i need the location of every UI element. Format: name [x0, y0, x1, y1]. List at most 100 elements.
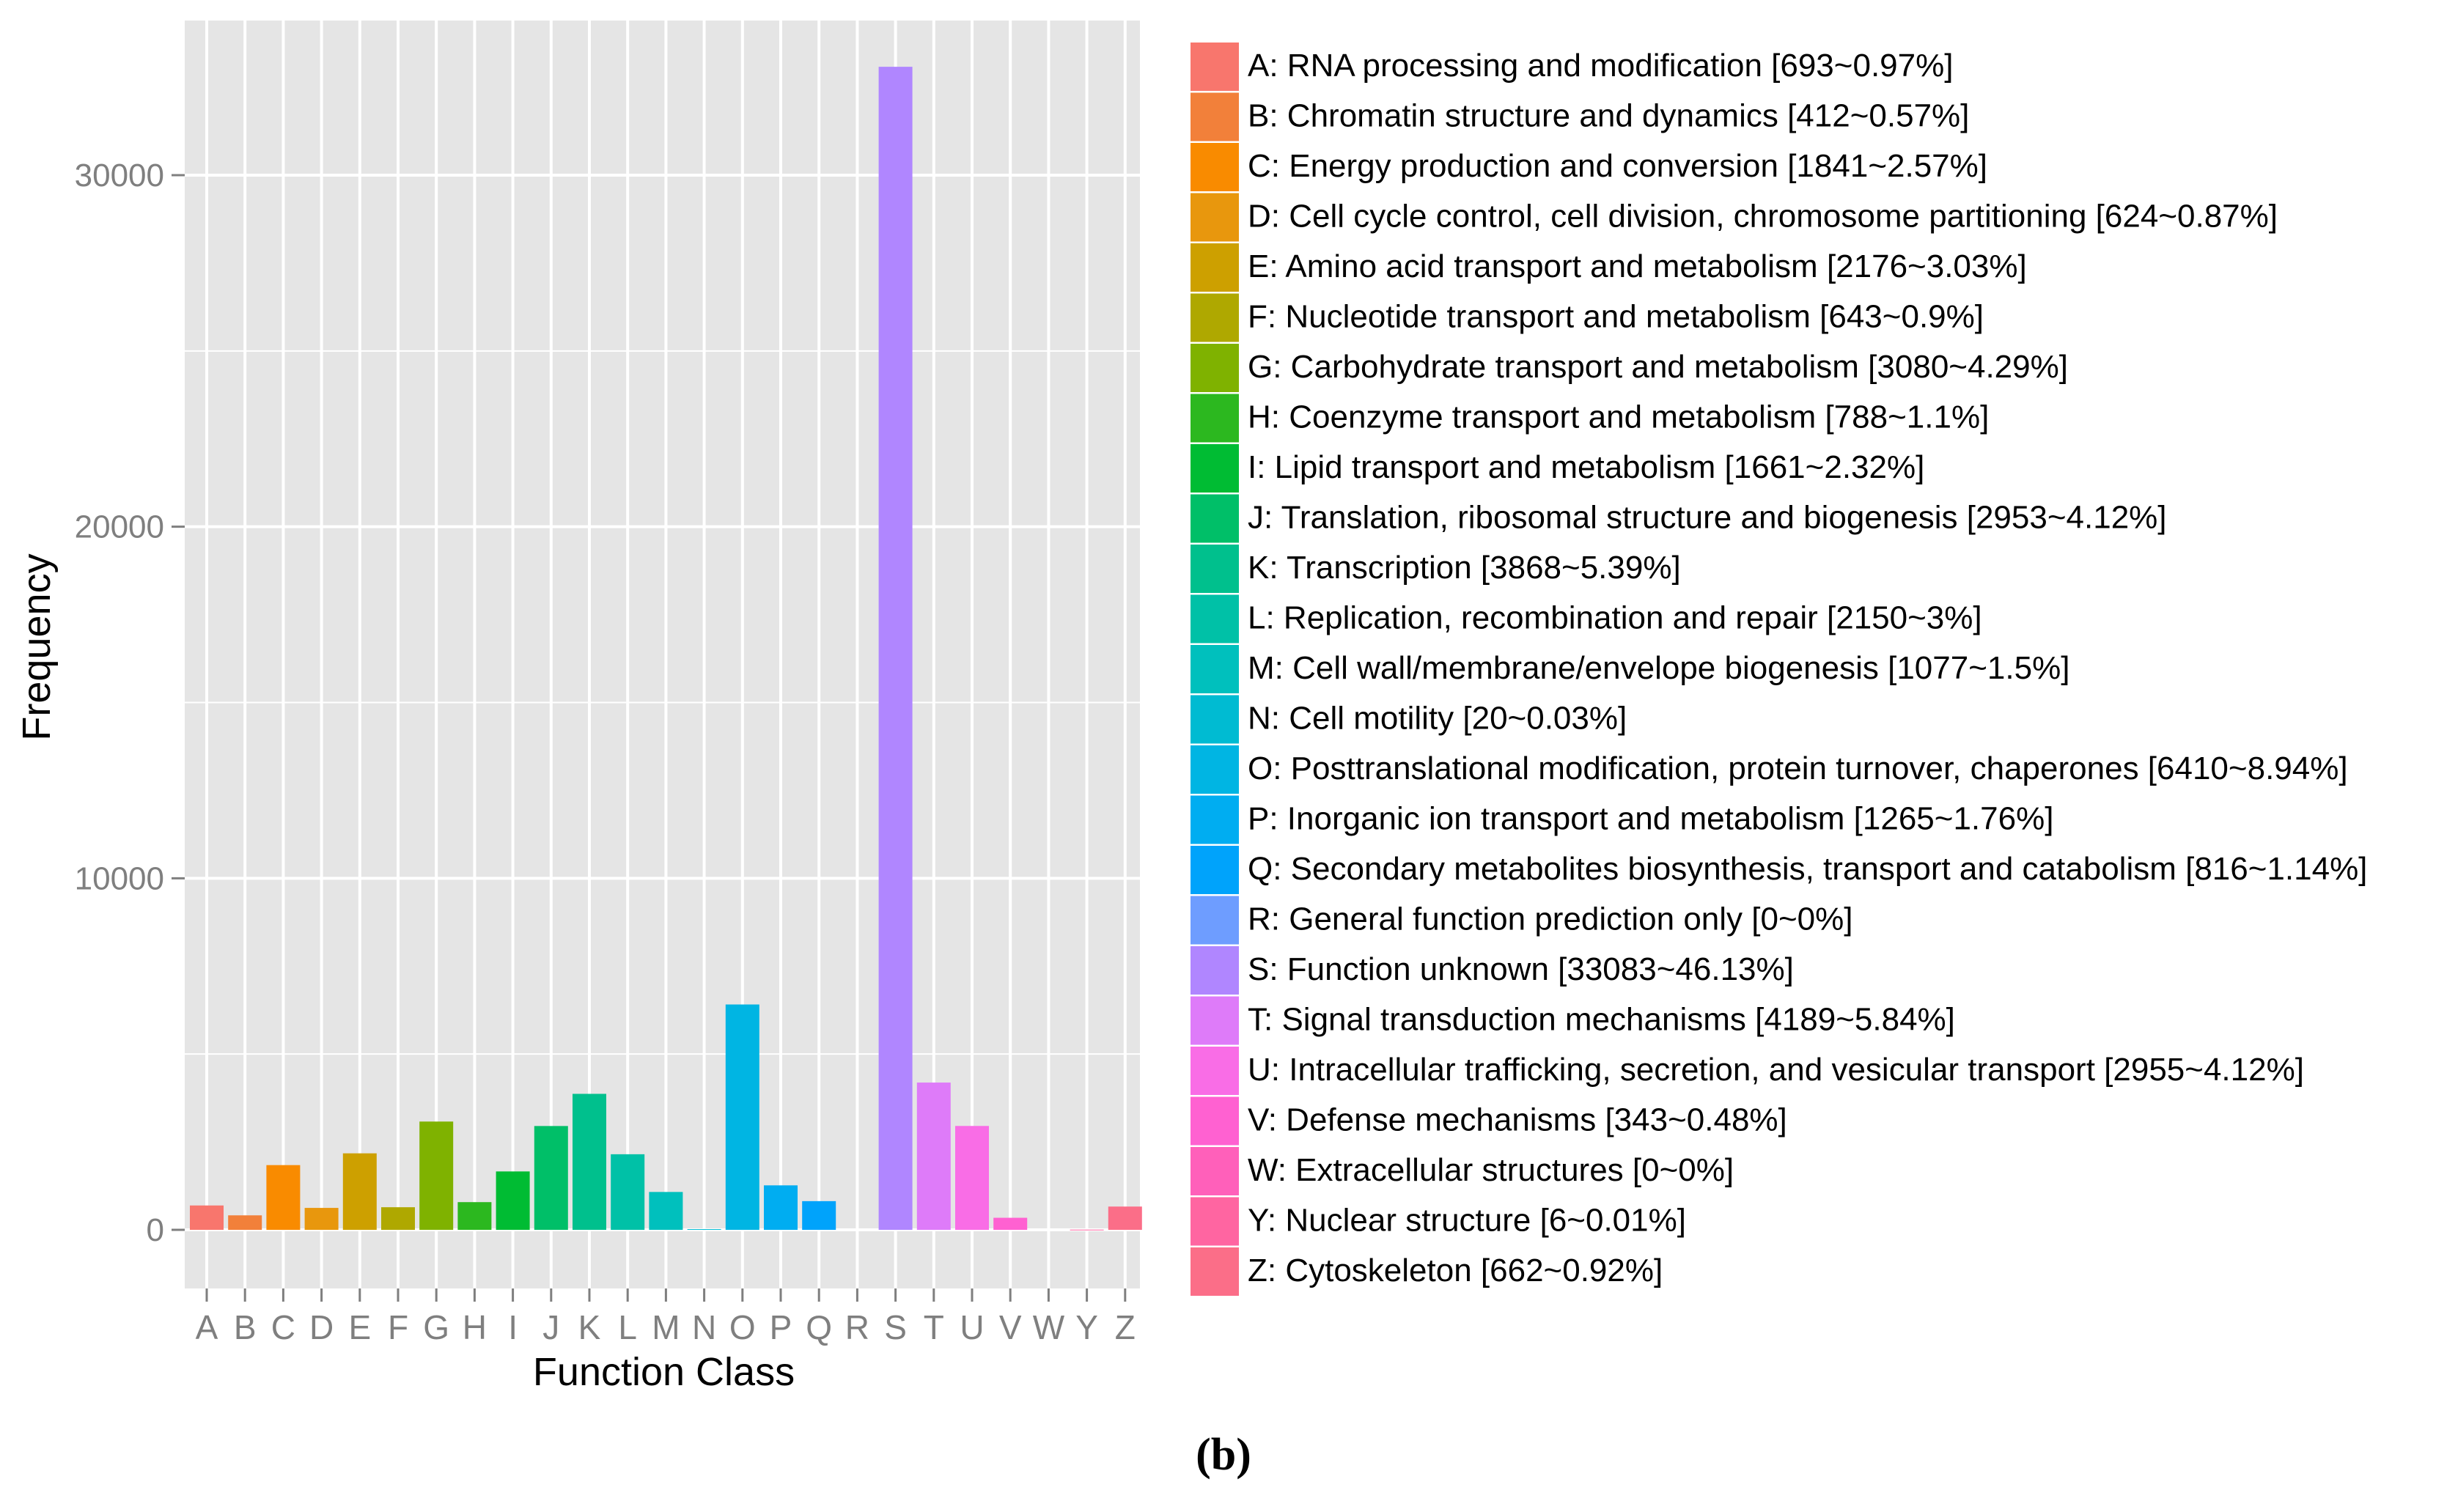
x-tick-label-T: T: [924, 1308, 944, 1346]
x-tick-label-Z: Z: [1115, 1308, 1136, 1346]
bar-I: [496, 1171, 530, 1230]
bar-H: [457, 1202, 492, 1230]
legend-key-D: [1191, 193, 1239, 242]
bar-L: [611, 1154, 645, 1230]
legend-key-T: [1191, 996, 1239, 1045]
x-tick-label-F: F: [388, 1308, 408, 1346]
x-tick-label-A: A: [196, 1308, 218, 1346]
legend-key-E: [1191, 243, 1239, 292]
legend: A: RNA processing and modification [693~…: [1191, 43, 2367, 1296]
bar-P: [764, 1185, 798, 1230]
legend-label-N: N: Cell motility [20~0.03%]: [1248, 701, 1627, 737]
bar-D: [304, 1208, 339, 1230]
x-axis-title: Function Class: [533, 1350, 795, 1394]
legend-key-U: [1191, 1047, 1239, 1095]
legend-label-G: G: Carbohydrate transport and metabolism…: [1248, 349, 2068, 385]
y-axis-title: Frequency: [15, 553, 59, 740]
legend-key-A: [1191, 43, 1239, 91]
x-tick-label-V: V: [999, 1308, 1022, 1346]
bar-V: [993, 1217, 1028, 1230]
bar-N: [687, 1229, 721, 1231]
bar-M: [649, 1192, 683, 1230]
bar-O: [725, 1004, 759, 1230]
bar-U: [955, 1126, 989, 1230]
x-tick-label-E: E: [348, 1308, 371, 1346]
bar-G: [419, 1121, 454, 1230]
bar-K: [573, 1094, 606, 1230]
bar-C: [266, 1165, 301, 1230]
legend-label-D: D: Cell cycle control, cell division, ch…: [1248, 199, 2278, 235]
legend-label-R: R: General function prediction only [0~0…: [1248, 901, 1852, 937]
y-tick-label: 30000: [75, 158, 164, 193]
legend-key-Z: [1191, 1247, 1239, 1296]
legend-label-I: I: Lipid transport and metabolism [1661~…: [1248, 449, 1924, 485]
bar-Y: [1070, 1229, 1104, 1231]
x-tick-label-Y: Y: [1075, 1308, 1098, 1346]
legend-key-R: [1191, 896, 1239, 945]
legend-label-O: O: Posttranslational modification, prote…: [1248, 751, 2348, 786]
legend-key-S: [1191, 946, 1239, 995]
legend-key-Y: [1191, 1197, 1239, 1246]
x-tick-label-J: J: [542, 1308, 559, 1346]
legend-label-P: P: Inorganic ion transport and metabolis…: [1248, 801, 2053, 837]
legend-label-T: T: Signal transduction mechanisms [4189~…: [1248, 1002, 1955, 1038]
gridlines: [185, 21, 1140, 1288]
legend-label-A: A: RNA processing and modification [693~…: [1248, 48, 1953, 84]
legend-key-C: [1191, 143, 1239, 191]
x-tick-label-L: L: [618, 1308, 637, 1346]
bar-A: [190, 1205, 224, 1230]
legend-key-J: [1191, 494, 1239, 543]
x-tick-label-C: C: [271, 1308, 295, 1346]
x-tick-label-S: S: [884, 1308, 907, 1346]
legend-key-O: [1191, 745, 1239, 794]
legend-label-Y: Y: Nuclear structure [6~0.01%]: [1248, 1203, 1686, 1239]
legend-key-M: [1191, 645, 1239, 693]
legend-label-C: C: Energy production and conversion [184…: [1248, 148, 1987, 184]
y-tick-label: 10000: [75, 860, 164, 896]
y-tick-label: 0: [147, 1212, 164, 1248]
x-tick-label-D: D: [309, 1308, 334, 1346]
legend-label-F: F: Nucleotide transport and metabolism […: [1248, 299, 1984, 335]
axes: 0 10000 20000 30000 A B C D E F G H I J K L M N O P Q R S T U V W Y…: [75, 158, 1136, 1346]
legend-key-V: [1191, 1096, 1239, 1146]
legend-key-Q: [1191, 846, 1239, 894]
panel-caption: (b): [1196, 1430, 1251, 1480]
legend-label-U: U: Intracellular trafficking, secretion,…: [1248, 1052, 2304, 1088]
x-tick-label-R: R: [845, 1308, 869, 1346]
x-tick-label-G: G: [423, 1308, 449, 1346]
legend-key-L: [1191, 594, 1239, 643]
legend-label-B: B: Chromatin structure and dynamics [412…: [1248, 98, 1969, 134]
legend-key-N: [1191, 695, 1239, 744]
legend-key-B: [1191, 92, 1239, 141]
bar-Z: [1108, 1206, 1142, 1230]
x-tick-label-K: K: [578, 1308, 601, 1346]
x-tick-label-M: M: [652, 1308, 680, 1346]
x-tick-label-N: N: [692, 1308, 716, 1346]
legend-label-J: J: Translation, ribosomal structure and …: [1248, 500, 2167, 536]
legend-key-F: [1191, 293, 1239, 342]
legend-label-S: S: Function unknown [33083~46.13%]: [1248, 951, 1794, 987]
legend-key-G: [1191, 344, 1239, 392]
bar-F: [381, 1207, 415, 1230]
legend-label-K: K: Transcription [3868~5.39%]: [1248, 550, 1681, 586]
plot-panel: [185, 21, 1140, 1288]
legend-label-H: H: Coenzyme transport and metabolism [78…: [1248, 399, 1989, 435]
legend-key-I: [1191, 444, 1239, 493]
legend-label-W: W: Extracellular structures [0~0%]: [1248, 1152, 1734, 1188]
legend-key-W: [1191, 1147, 1239, 1195]
legend-label-Q: Q: Secondary metabolites biosynthesis, t…: [1248, 851, 2367, 887]
x-tick-label-P: P: [770, 1308, 792, 1346]
x-tick-label-B: B: [234, 1308, 257, 1346]
legend-key-K: [1191, 545, 1239, 593]
legend-label-M: M: Cell wall/membrane/envelope biogenesi…: [1248, 650, 2069, 686]
legend-label-L: L: Replication, recombination and repair…: [1248, 600, 1982, 636]
legend-label-E: E: Amino acid transport and metabolism […: [1248, 248, 2027, 284]
legend-key-P: [1191, 795, 1239, 844]
bar-S: [878, 67, 913, 1230]
bar-T: [916, 1083, 951, 1230]
bar-Q: [802, 1201, 836, 1230]
x-tick-label-O: O: [729, 1308, 756, 1346]
bar-E: [342, 1153, 377, 1230]
y-tick-label: 20000: [75, 509, 164, 545]
